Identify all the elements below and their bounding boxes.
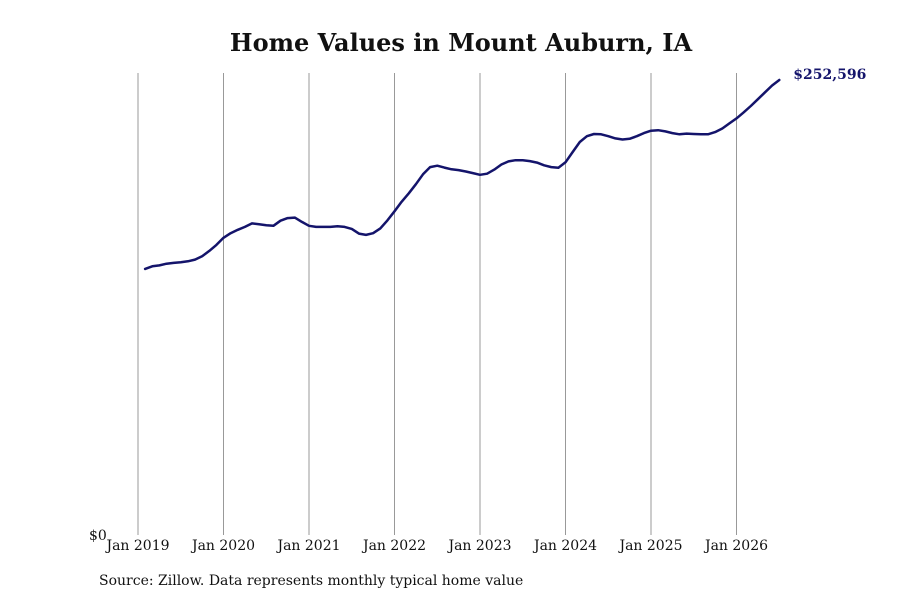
x-tick-label: Jan 2023 bbox=[446, 538, 511, 554]
x-axis-ticks: Jan 2019 Jan 2020 Jan 2021 Jan 2022 Jan 2023… bbox=[104, 538, 768, 554]
x-tick-label: Jan 2020 bbox=[190, 538, 255, 554]
x-tick-label: Jan 2026 bbox=[703, 538, 768, 554]
y-tick-label: $0 bbox=[89, 528, 107, 544]
source-note: Source: Zillow. Data represents monthly … bbox=[99, 573, 524, 589]
x-tick-label: Jan 2021 bbox=[275, 538, 340, 554]
gridlines bbox=[137, 73, 737, 535]
x-tick-label: Jan 2019 bbox=[104, 538, 169, 554]
x-tick-label: Jan 2024 bbox=[532, 538, 597, 554]
end-value-label: $252,596 bbox=[793, 67, 866, 83]
series-line bbox=[143, 78, 781, 271]
x-tick-label: Jan 2025 bbox=[617, 538, 682, 554]
x-tick-label: Jan 2022 bbox=[361, 538, 426, 554]
chart-title: Home Values in Mount Auburn, IA bbox=[229, 28, 693, 57]
